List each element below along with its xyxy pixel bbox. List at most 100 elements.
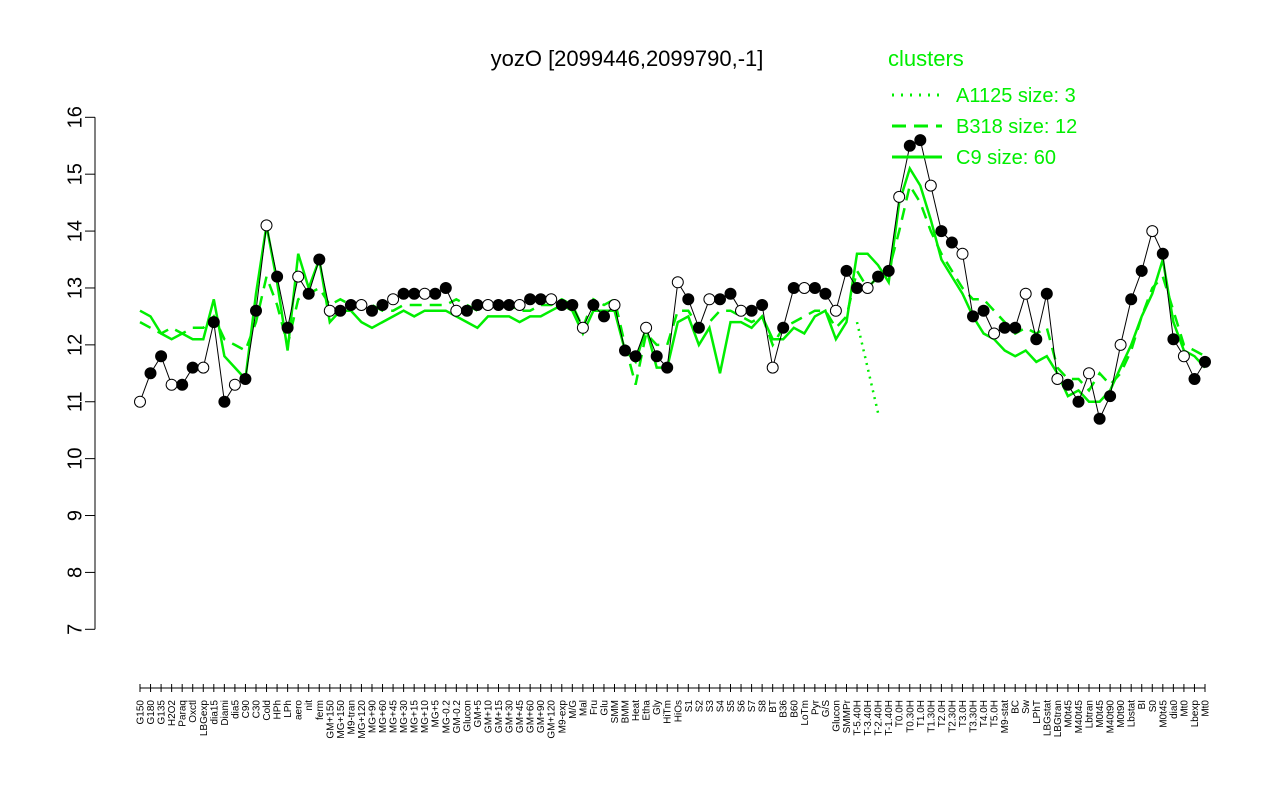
data-point: [1199, 355, 1211, 368]
x-axis: G150 G180 G135 H2O2 Paraq Oxctl LBGexp dia15 Dia…: [136, 684, 1212, 739]
x-tick-label: Diami: [220, 700, 231, 726]
data-point: [566, 299, 579, 311]
x-tick-label: S4: [715, 700, 726, 713]
y-axis: 7 8 9 10 11 12 13 14 15 16: [64, 106, 96, 635]
data-point: [1061, 378, 1074, 391]
legend: clusters A1125 size: 3 B318 size: 12 C9 …: [888, 46, 1077, 169]
data-point: [545, 293, 558, 306]
x-tick-label: GM+30: [505, 700, 516, 734]
data-point: [482, 299, 494, 311]
data-point: [714, 293, 726, 306]
data-point: [608, 299, 621, 311]
data-point: [1125, 293, 1138, 306]
data-point: [819, 287, 832, 300]
x-tick-label: MG+120: [357, 700, 368, 739]
x-tick-label: GM+5: [473, 700, 484, 728]
x-tick-label: MG+45: [389, 700, 400, 734]
x-tick-label: T3.0H: [958, 700, 969, 727]
data-point: [344, 299, 357, 311]
x-tick-label: LBGstat: [1042, 700, 1053, 736]
data-point: [207, 316, 220, 329]
x-tick-label: BT: [768, 700, 779, 713]
x-tick-label: Gly: [652, 700, 663, 715]
x-tick-label: B36: [779, 700, 790, 718]
data-point: [682, 293, 695, 306]
x-tick-label: Cold: [262, 700, 273, 721]
data-point: [914, 134, 927, 147]
data-point: [313, 253, 326, 266]
data-point: [1188, 373, 1201, 385]
data-point: [872, 270, 885, 283]
x-tick-label: Heat: [631, 700, 642, 721]
x-tick-label: M0t45: [1095, 700, 1106, 728]
x-tick-label: S8: [758, 700, 769, 713]
data-point: [250, 304, 262, 317]
x-tick-label: Lbstat: [1127, 700, 1138, 727]
x-tick-label: G135: [157, 700, 168, 725]
data-point: [513, 299, 526, 311]
data-point: [956, 247, 969, 260]
data-point: [1072, 395, 1085, 408]
data-point: [1135, 264, 1148, 277]
x-tick-label: G/S: [821, 700, 832, 718]
data-point: [1019, 287, 1032, 300]
data-point: [429, 287, 442, 300]
data-point: [840, 264, 853, 277]
data-point: [988, 327, 1001, 340]
data-point: [1104, 390, 1117, 403]
x-tick-label: S6: [737, 700, 748, 713]
x-tick-label: M40t90: [1106, 700, 1117, 734]
data-point: [176, 378, 189, 391]
x-tick-label: Lbtran: [1085, 700, 1096, 728]
x-tick-label: MG+5: [431, 700, 442, 728]
x-tick-label: Fru: [589, 700, 600, 715]
data-point: [1156, 247, 1169, 260]
x-tick-label: MG+15: [410, 700, 421, 734]
x-tick-label: Glu: [599, 700, 610, 716]
x-tick-label: M0t45: [1158, 700, 1169, 728]
data-point: [640, 321, 653, 334]
data-point: [1177, 350, 1190, 363]
x-tick-label: S5: [726, 700, 737, 713]
x-tick-label: MG-0.2: [441, 700, 452, 734]
data-point: [882, 264, 895, 277]
y-tick-label: 9: [64, 510, 86, 521]
x-tick-label: aero: [294, 700, 305, 720]
x-tick-label: G180: [146, 700, 157, 725]
y-tick-label: 15: [64, 163, 86, 185]
data-point: [671, 276, 684, 289]
data-point: [155, 350, 168, 363]
x-tick-label: GM+15: [494, 700, 505, 734]
x-tick-label: G150: [136, 700, 147, 725]
x-tick-label: T-5.40H: [853, 700, 864, 736]
data-point: [745, 304, 758, 317]
data-point: [861, 282, 874, 294]
x-tick-label: T-2.40H: [874, 700, 885, 736]
data-point: [450, 304, 463, 317]
x-tick-label: T1.30H: [926, 700, 937, 733]
x-tick-label: Lbexp: [1190, 700, 1201, 728]
x-tick-label: Paraq: [178, 700, 189, 727]
x-tick-label: GM+10: [483, 700, 494, 734]
x-tick-label: C90: [241, 700, 252, 719]
legend-title: clusters: [888, 46, 964, 71]
data-point: [777, 321, 790, 334]
x-tick-label: SMM: [610, 700, 621, 723]
x-tick-label: HiTm: [663, 700, 674, 724]
x-tick-label: MG+90: [367, 700, 378, 734]
data-point: [492, 299, 505, 311]
data-point: [903, 139, 916, 152]
x-tick-label: GM+45: [515, 700, 526, 734]
data-point: [893, 190, 906, 203]
x-tick-label: LoTm: [800, 700, 811, 726]
x-tick-label: M9-tran: [346, 700, 357, 734]
data-point: [724, 287, 737, 300]
x-tick-label: GM+60: [526, 700, 537, 734]
x-tick-label: LBGtran: [1053, 700, 1064, 737]
data-point: [165, 378, 178, 391]
data-points: [134, 134, 1211, 425]
legend-label-a1125: A1125 size: 3: [956, 85, 1076, 107]
data-point: [924, 179, 937, 192]
data-point: [186, 361, 199, 374]
data-point: [1167, 333, 1180, 346]
